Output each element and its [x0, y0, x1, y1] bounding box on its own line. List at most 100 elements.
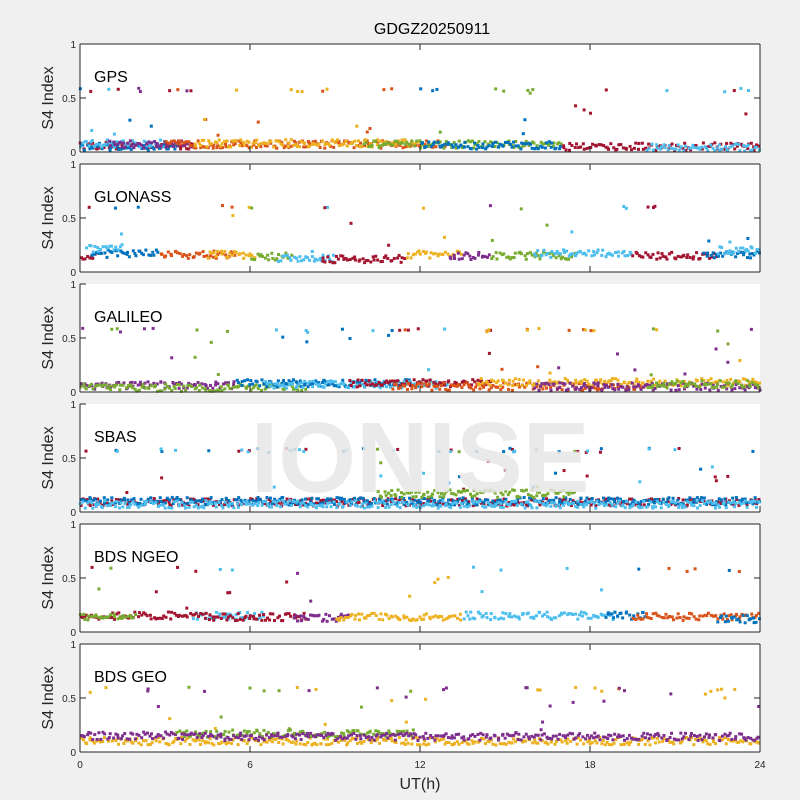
data-point: [251, 382, 255, 386]
data-point: [438, 381, 442, 385]
data-point: [738, 499, 742, 503]
data-point: [752, 616, 756, 620]
data-point: [568, 381, 572, 385]
data-point: [84, 140, 88, 144]
data-point: [318, 733, 322, 737]
data-point: [420, 495, 424, 499]
data-point: [269, 384, 273, 388]
data-point: [655, 143, 659, 147]
data-point: [156, 389, 160, 393]
data-point: [346, 741, 350, 745]
data-point: [460, 386, 464, 390]
data-point: [179, 389, 183, 393]
data-point: [473, 380, 477, 384]
data-point: [370, 501, 374, 505]
outlier-point: [314, 687, 318, 691]
data-point: [582, 505, 586, 509]
outlier-point: [751, 449, 755, 453]
data-point: [409, 500, 413, 504]
data-point: [290, 144, 294, 148]
data-point: [444, 139, 448, 143]
data-point: [541, 142, 545, 146]
data-point: [339, 254, 343, 258]
data-point: [501, 500, 505, 504]
data-point: [583, 499, 587, 503]
data-point: [667, 382, 671, 386]
data-point: [192, 146, 196, 150]
data-point: [382, 738, 386, 742]
data-point: [726, 619, 730, 623]
data-point: [462, 145, 466, 149]
data-point: [582, 147, 586, 151]
data-point: [163, 506, 167, 510]
data-point: [601, 248, 605, 252]
data-point: [489, 736, 493, 740]
data-point: [629, 740, 633, 744]
data-point: [242, 140, 246, 144]
data-point: [253, 384, 257, 388]
data-point: [687, 616, 691, 620]
data-point: [119, 737, 123, 741]
outlier-point: [677, 447, 681, 451]
data-point: [697, 385, 701, 389]
data-point: [469, 386, 473, 390]
data-point: [131, 741, 135, 745]
data-point: [154, 739, 158, 743]
data-point: [302, 742, 306, 746]
data-point: [226, 612, 230, 616]
data-point: [323, 379, 327, 383]
data-point: [403, 257, 407, 261]
data-point: [702, 502, 706, 506]
data-point: [705, 251, 709, 255]
data-point: [595, 251, 599, 255]
data-point: [307, 258, 311, 262]
data-point: [720, 246, 724, 250]
data-point: [657, 740, 661, 744]
data-point: [283, 502, 287, 506]
data-point: [582, 742, 586, 746]
data-point: [449, 383, 453, 387]
data-point: [215, 736, 219, 740]
data-point: [81, 500, 85, 504]
data-point: [562, 144, 566, 148]
data-point: [637, 742, 641, 746]
data-point: [476, 732, 480, 736]
data-point: [418, 139, 422, 143]
data-point: [384, 142, 388, 146]
data-point: [714, 733, 718, 737]
data-point: [410, 141, 414, 145]
data-point: [658, 379, 662, 383]
data-point: [265, 385, 269, 389]
data-point: [265, 495, 269, 499]
data-point: [116, 142, 120, 146]
data-point: [129, 144, 133, 148]
data-point: [330, 617, 334, 621]
data-point: [116, 248, 120, 252]
outlier-point: [528, 91, 532, 95]
data-point: [560, 612, 564, 616]
data-point: [738, 615, 742, 619]
data-point: [360, 741, 364, 745]
data-point: [380, 143, 384, 147]
data-point: [377, 617, 381, 621]
data-point: [312, 379, 316, 383]
data-point: [92, 614, 96, 618]
data-point: [741, 613, 745, 617]
data-point: [619, 385, 623, 389]
data-point: [643, 615, 647, 619]
data-point: [446, 141, 450, 145]
data-point: [535, 506, 539, 510]
data-point: [559, 252, 563, 256]
data-point: [542, 732, 546, 736]
data-point: [452, 736, 456, 740]
data-point: [87, 731, 91, 735]
data-point: [369, 260, 373, 264]
data-point: [468, 734, 472, 738]
data-point: [361, 257, 365, 261]
y-axis-label: S4 Index: [40, 66, 57, 129]
data-point: [579, 386, 583, 390]
data-point: [206, 387, 210, 391]
data-point: [131, 732, 135, 736]
data-point: [401, 141, 405, 145]
